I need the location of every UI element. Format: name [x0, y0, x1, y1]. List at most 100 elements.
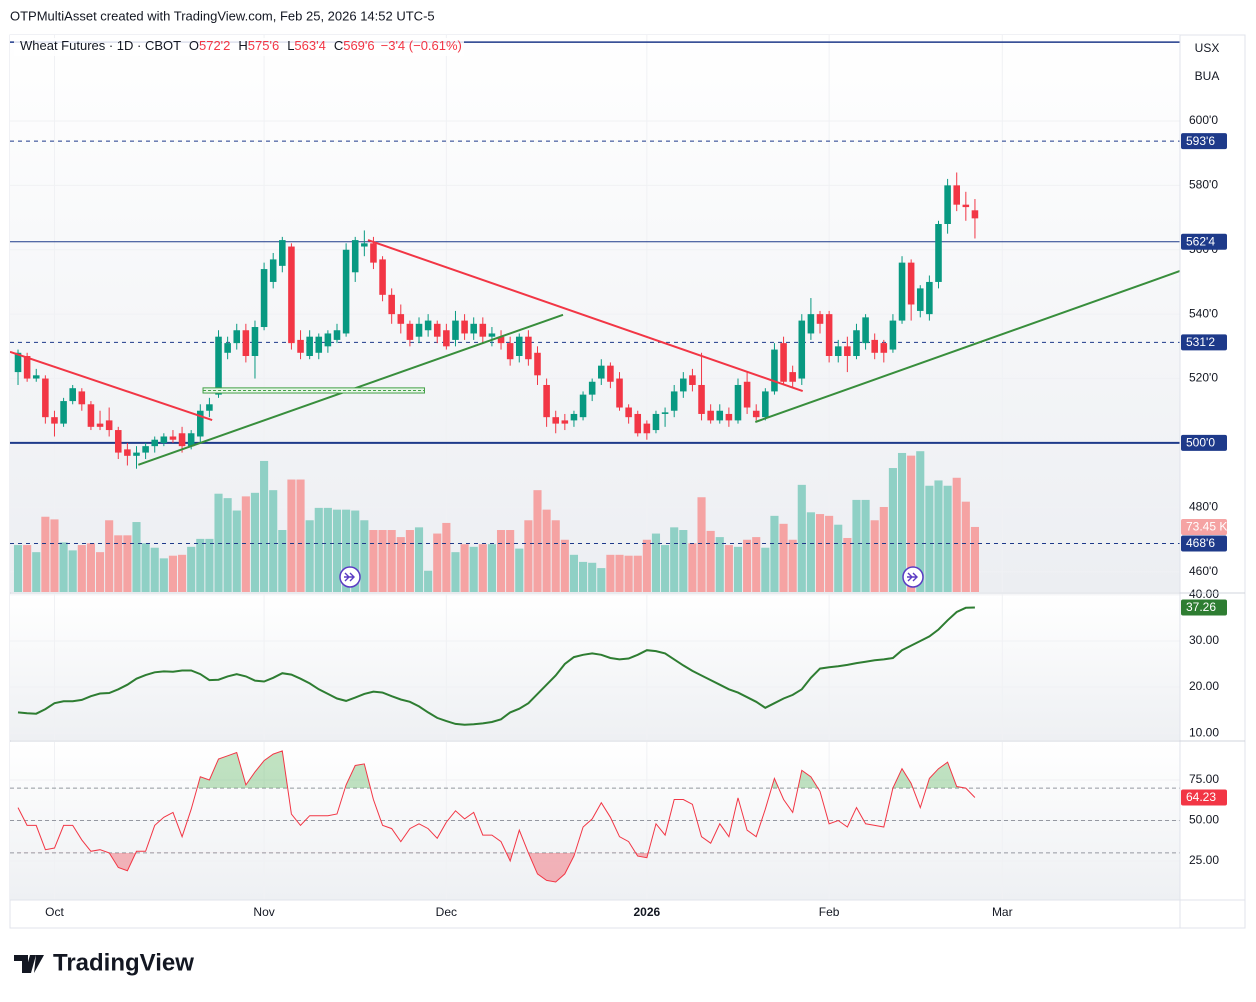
volume-bar: [369, 530, 378, 592]
volume-bar: [323, 507, 332, 592]
y-tick-label: 50.00: [1189, 813, 1219, 827]
candle-body: [570, 413, 578, 421]
candle-body: [579, 394, 587, 418]
volume-bar: [287, 479, 296, 592]
volume-bar: [752, 537, 761, 592]
level-label: 500'0: [1186, 436, 1215, 450]
ohlc-letter: L: [287, 38, 294, 53]
candle-body: [743, 381, 751, 408]
candle-body: [215, 336, 222, 395]
volume-bar: [360, 520, 369, 592]
level-label: 531'2: [1186, 335, 1215, 349]
volume-bar: [879, 506, 888, 592]
event-icon[interactable]: [339, 566, 361, 588]
change: −3'4 (−0.61%): [381, 38, 462, 53]
candle-body: [69, 388, 76, 402]
candle-body: [725, 413, 733, 421]
candle-body: [525, 336, 532, 360]
volume-bar: [961, 501, 970, 592]
candle-body: [42, 378, 49, 418]
volume-bar: [250, 492, 260, 592]
candle-body: [707, 410, 714, 421]
volume-bar: [241, 496, 250, 592]
brand: TradingView: [14, 949, 194, 976]
oversold-fill: [109, 852, 649, 882]
volume-bar: [724, 545, 733, 592]
x-tick-label: Oct: [45, 905, 64, 919]
candle-body: [780, 343, 787, 382]
volume-bar: [825, 515, 834, 592]
volume-bar: [579, 561, 588, 592]
candle-body: [598, 365, 605, 379]
candle-body: [762, 391, 769, 418]
volume-bar: [533, 490, 542, 592]
candle-body: [23, 355, 31, 379]
candle-body: [379, 259, 386, 295]
volume-bar: [806, 512, 815, 592]
x-tick-label: Feb: [819, 905, 840, 919]
candle-body: [424, 320, 432, 331]
candle-body: [898, 262, 906, 321]
volume-bar: [351, 510, 360, 592]
volume-bar: [779, 523, 788, 592]
candle-body: [497, 336, 505, 344]
y-tick-label: 460'0: [1189, 564, 1218, 578]
volume-bar: [888, 468, 897, 592]
volume-bar: [843, 537, 852, 592]
candle-body: [689, 375, 696, 385]
candle-body: [588, 381, 596, 395]
candle-body: [643, 423, 651, 434]
y-tick-label: 30.00: [1189, 633, 1219, 647]
volume-bar: [50, 519, 59, 592]
y-tick-label: 75.00: [1189, 772, 1219, 786]
volume-bar: [815, 514, 825, 592]
volume-bar: [515, 548, 524, 592]
candle-body: [105, 420, 113, 431]
candle-body: [242, 330, 250, 356]
candle-body: [160, 436, 168, 443]
volume-bar: [105, 520, 114, 592]
volume-bar: [487, 544, 496, 592]
overbought-fill: [18, 750, 975, 789]
x-tick-label: Dec: [436, 905, 457, 919]
candle-body: [433, 323, 441, 337]
candle-body: [834, 346, 842, 356]
brand-logo: [14, 955, 44, 973]
volume-bar: [387, 530, 396, 592]
volume-bar: [852, 499, 861, 592]
candle-body: [534, 352, 541, 376]
volume-bar: [670, 527, 679, 592]
volume-bar: [41, 516, 50, 592]
candle-body: [87, 404, 95, 427]
candle-body: [971, 210, 979, 219]
volume-bar: [469, 546, 478, 592]
candle-body: [124, 449, 131, 456]
legend-bg: [14, 38, 464, 56]
adx-plot: [10, 594, 1180, 740]
x-tick-label: Mar: [992, 905, 1013, 919]
volume-bar: [123, 535, 132, 592]
volume-bar: [378, 530, 387, 592]
x-tick-label: 2026: [634, 905, 661, 919]
y-tick-label: 40.00: [1189, 587, 1219, 601]
volume-bar: [542, 509, 551, 592]
candle-body: [78, 391, 86, 405]
volume-bar: [870, 520, 879, 592]
candle-body: [461, 320, 468, 334]
volume-bar: [141, 543, 150, 592]
y-tick-label: 480'0: [1189, 499, 1218, 513]
level-label-box: [1181, 133, 1227, 150]
volume-bar: [560, 539, 569, 592]
volume-bar: [451, 552, 460, 592]
volume-label-box: [1181, 518, 1227, 535]
volume-bar: [943, 485, 952, 592]
volume-bar: [95, 552, 105, 592]
event-icon[interactable]: [902, 566, 924, 588]
volume-bar: [214, 493, 223, 592]
candle-body: [470, 323, 477, 334]
candle-body: [114, 430, 122, 453]
level-label-box: [1181, 334, 1227, 351]
candle-body: [652, 413, 660, 431]
ohlc-value: 569'6: [343, 38, 374, 53]
